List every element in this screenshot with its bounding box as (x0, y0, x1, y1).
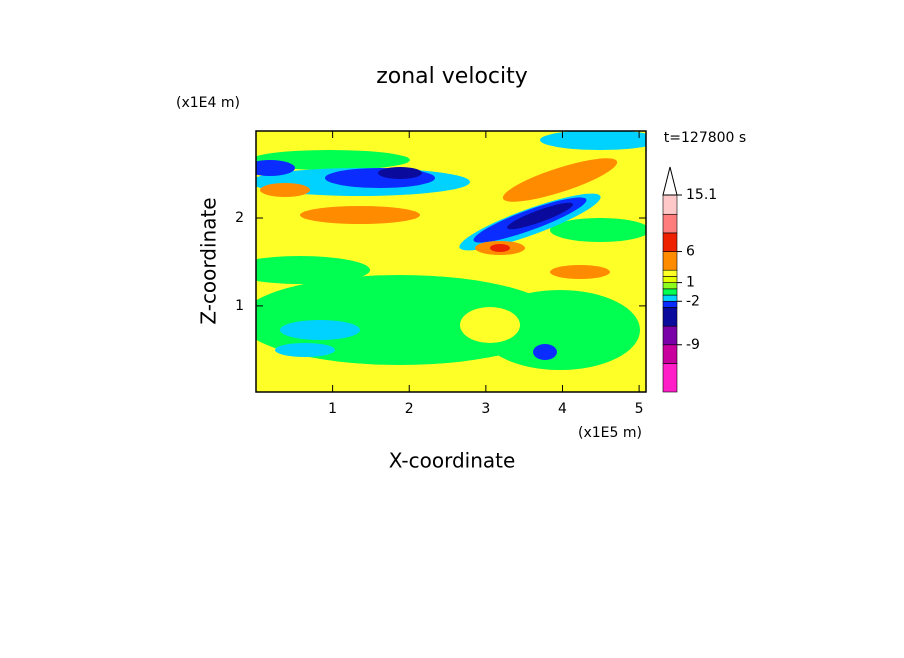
colorbar-tick-label: -2 (686, 293, 700, 309)
colorbar-segment (662, 325, 678, 346)
y-tick-label: 2 (235, 210, 244, 226)
chart-title: zonal velocity (376, 64, 528, 89)
x-tick-label: 3 (481, 401, 490, 417)
x-unit: (x1E5 m) (578, 425, 642, 441)
colorbar-segment (662, 276, 678, 283)
colorbar-segment (662, 269, 678, 277)
colorbar-segment (662, 363, 678, 393)
colorbar-tick-label: 1 (686, 275, 695, 291)
colorbar-extension (662, 166, 678, 196)
colorbar-segment (662, 213, 678, 234)
x-tick-label: 1 (328, 401, 337, 417)
y-tick-label: 1 (235, 298, 244, 314)
x-axis-label: X-coordinate (389, 449, 516, 473)
colorbar-segment (662, 194, 678, 215)
x-tick-label: 4 (558, 401, 567, 417)
colorbar-segment (662, 251, 678, 271)
colorbar-segment (662, 300, 678, 308)
plot-frame (255, 130, 647, 393)
colorbar-segment (662, 344, 678, 364)
colorbar-segment (662, 307, 678, 327)
y-unit: (x1E4 m) (176, 95, 240, 111)
colorbar-tick-label: 15.1 (686, 187, 717, 203)
colorbar-segment (662, 282, 678, 290)
time-label: t=127800 s (664, 130, 746, 146)
colorbar-segment (662, 288, 678, 296)
x-tick-label: 2 (405, 401, 414, 417)
y-axis-label: Z-coordinate (197, 197, 221, 324)
colorbar-segment (662, 232, 678, 252)
colorbar-segment (662, 294, 678, 302)
contour-field (256, 131, 646, 392)
colorbar-tick-label: -9 (686, 337, 700, 353)
colorbar-tick-label: 6 (686, 244, 695, 260)
x-tick-label: 5 (635, 401, 644, 417)
